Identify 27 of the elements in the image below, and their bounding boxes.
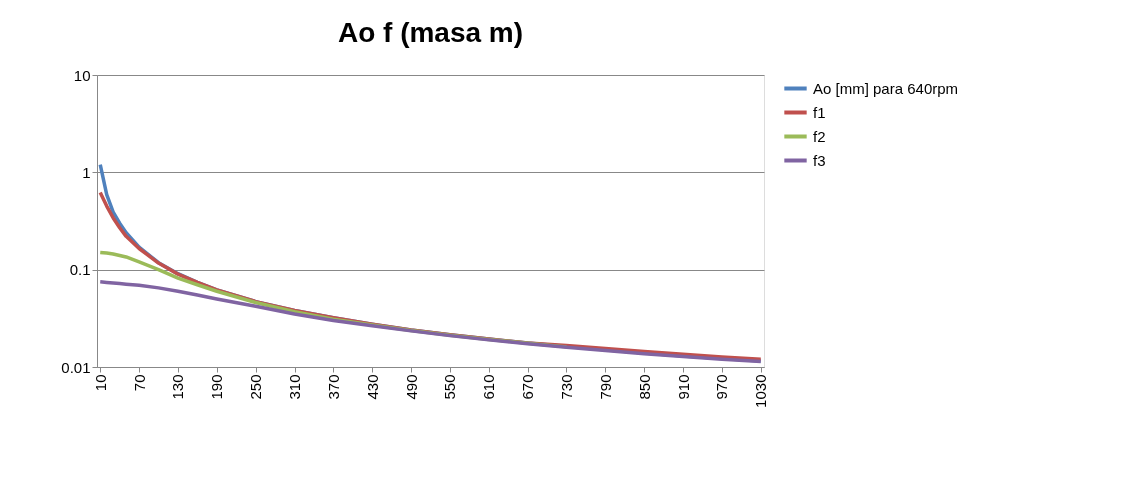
x-tick-label: 250 [247,374,265,400]
x-tick-label: 70 [130,374,148,392]
x-tick-label: 850 [635,374,653,400]
y-tick-label: 10 [73,66,91,84]
x-tick-label: 970 [713,374,731,400]
x-tick-label: 190 [208,374,226,400]
x-tick-label: 130 [169,374,187,400]
x-tick-label: 910 [674,374,692,400]
y-tick-label: 0.01 [61,358,91,376]
x-tick-label: 730 [557,374,575,400]
legend-label: f3 [813,151,826,169]
x-tick-label: 790 [596,374,614,400]
legend-label: f1 [813,103,826,121]
x-tick-label: 610 [480,374,498,400]
legend-label: Ao [mm] para 640rpm [813,79,959,97]
x-tick-label: 370 [324,374,342,400]
y-tick-label: 0.1 [69,261,91,279]
x-tick-label: 310 [286,374,304,400]
legend-label: f2 [813,127,826,145]
x-tick-label: 550 [441,374,459,400]
y-tick-label: 1 [82,163,91,181]
chart-title: Ao f (masa m) [337,17,524,48]
x-tick-label: 10 [91,374,109,392]
x-tick-label: 430 [363,374,381,400]
x-tick-label: 1030 [752,374,770,408]
x-tick-label: 670 [519,374,537,400]
x-tick-label: 490 [402,374,420,400]
